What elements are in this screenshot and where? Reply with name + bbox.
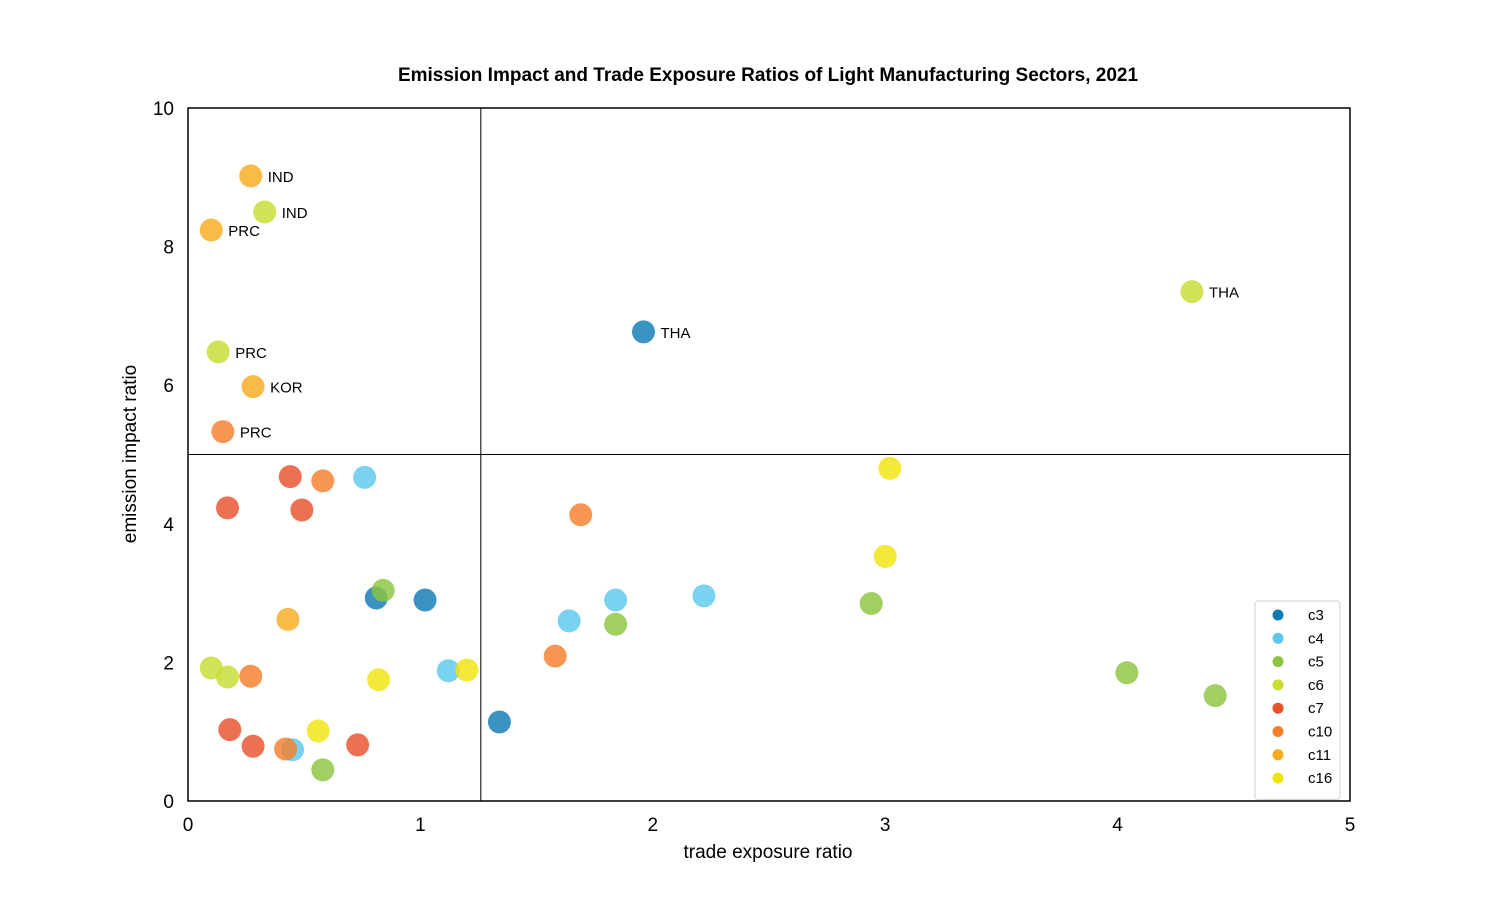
x-tick-label: 5 bbox=[1345, 815, 1356, 836]
data-point-c16 bbox=[306, 719, 330, 743]
data-point-c16 bbox=[455, 658, 479, 682]
data-point-c4 bbox=[353, 465, 377, 489]
legend-label: c16 bbox=[1308, 770, 1332, 787]
data-point-c7 bbox=[346, 733, 370, 757]
legend-marker bbox=[1272, 679, 1284, 691]
point-label: IND bbox=[268, 169, 294, 186]
legend-marker bbox=[1272, 656, 1284, 668]
y-tick-label: 6 bbox=[163, 376, 174, 397]
legend-label: c6 bbox=[1308, 677, 1324, 694]
data-point-c5 bbox=[311, 758, 335, 782]
data-point-c11 bbox=[199, 218, 223, 242]
points-layer: THA IND PRC THA PRC IND PRC KOR bbox=[199, 164, 1239, 782]
data-point-c4 bbox=[436, 659, 460, 683]
data-point-c11 bbox=[239, 164, 263, 188]
data-point-c6 bbox=[206, 340, 230, 364]
y-tick-label: 10 bbox=[153, 99, 174, 120]
point-label: PRC bbox=[235, 345, 267, 362]
point-label: PRC bbox=[228, 223, 260, 240]
data-point-c10 bbox=[239, 664, 263, 688]
legend-label: c5 bbox=[1308, 654, 1324, 671]
data-point-c4 bbox=[557, 609, 581, 633]
legend-marker bbox=[1272, 726, 1284, 737]
data-point-c3 bbox=[632, 320, 656, 344]
x-tick-label: 2 bbox=[648, 815, 659, 836]
chart-title: Emission Impact and Trade Exposure Ratio… bbox=[398, 65, 1139, 86]
data-point-c10 bbox=[569, 503, 593, 527]
legend-label: c11 bbox=[1308, 747, 1331, 764]
legend-marker bbox=[1272, 772, 1284, 784]
data-point-c5 bbox=[604, 612, 628, 636]
y-tick-label: 2 bbox=[163, 653, 174, 674]
data-point-c5 bbox=[859, 591, 883, 615]
data-point-c5 bbox=[1203, 684, 1227, 708]
data-point-c7 bbox=[216, 496, 240, 520]
legend-marker bbox=[1272, 632, 1284, 644]
point-label: KOR bbox=[270, 380, 303, 397]
x-tick-label: 3 bbox=[880, 815, 891, 836]
data-point-c6 bbox=[253, 200, 277, 224]
data-point-c10 bbox=[274, 737, 298, 761]
legend-marker bbox=[1272, 609, 1284, 621]
point-label: THA bbox=[1209, 285, 1239, 302]
legend: c3 c4 c5 c6 c7 c10 c11 c16 bbox=[1254, 600, 1341, 800]
legend-label: c10 bbox=[1308, 724, 1332, 741]
legend-label: c7 bbox=[1308, 700, 1324, 717]
legend-marker bbox=[1272, 749, 1284, 761]
point-label: IND bbox=[282, 205, 308, 222]
point-label: THA bbox=[661, 325, 691, 342]
legend-label: c4 bbox=[1308, 630, 1324, 647]
y-tick-label: 4 bbox=[163, 515, 174, 536]
data-point-c10 bbox=[543, 644, 567, 668]
data-point-c7 bbox=[278, 465, 302, 489]
x-tick-label: 1 bbox=[415, 815, 426, 836]
data-point-c5 bbox=[1115, 661, 1139, 685]
x-tick-label: 0 bbox=[183, 815, 194, 836]
data-point-c10 bbox=[211, 420, 235, 444]
data-point-c11 bbox=[241, 375, 265, 399]
data-point-c11 bbox=[276, 607, 300, 631]
y-axis-label: emission impact ratio bbox=[120, 365, 141, 543]
data-point-c7 bbox=[218, 718, 242, 742]
axis-ticks: 0 1 2 3 4 5 0 2 4 6 8 10 bbox=[153, 99, 1355, 836]
data-point-c4 bbox=[692, 584, 716, 608]
plot-frame bbox=[187, 107, 1351, 802]
point-label: PRC bbox=[240, 425, 272, 442]
data-point-c5 bbox=[371, 578, 395, 602]
data-point-c16 bbox=[878, 456, 902, 480]
legend-marker bbox=[1272, 702, 1284, 714]
x-tick-label: 4 bbox=[1112, 815, 1123, 836]
data-point-c6 bbox=[1180, 280, 1204, 304]
y-tick-label: 8 bbox=[163, 238, 174, 259]
data-point-c7 bbox=[241, 734, 265, 758]
data-point-c6 bbox=[216, 665, 240, 689]
legend-label: c3 bbox=[1308, 607, 1324, 624]
y-tick-label: 0 bbox=[163, 792, 174, 813]
data-point-c16 bbox=[873, 544, 897, 568]
data-point-c3 bbox=[413, 588, 437, 612]
data-point-c16 bbox=[367, 668, 391, 692]
data-point-c4 bbox=[604, 588, 628, 612]
data-point-c7 bbox=[290, 498, 314, 522]
data-point-c3 bbox=[487, 710, 511, 734]
x-axis-label: trade exposure ratio bbox=[684, 842, 853, 863]
data-point-c10 bbox=[311, 469, 335, 493]
